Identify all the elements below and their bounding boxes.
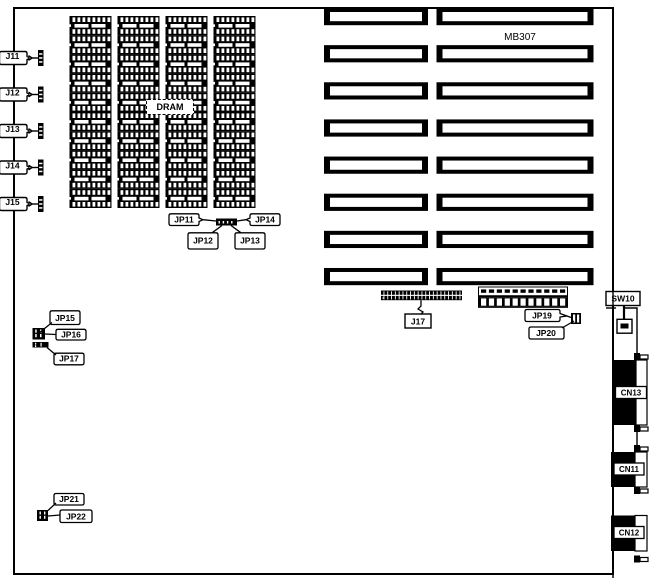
svg-text:JP15: JP15	[55, 313, 75, 323]
svg-text:JP16: JP16	[61, 330, 81, 340]
svg-text:JP17: JP17	[59, 354, 79, 364]
